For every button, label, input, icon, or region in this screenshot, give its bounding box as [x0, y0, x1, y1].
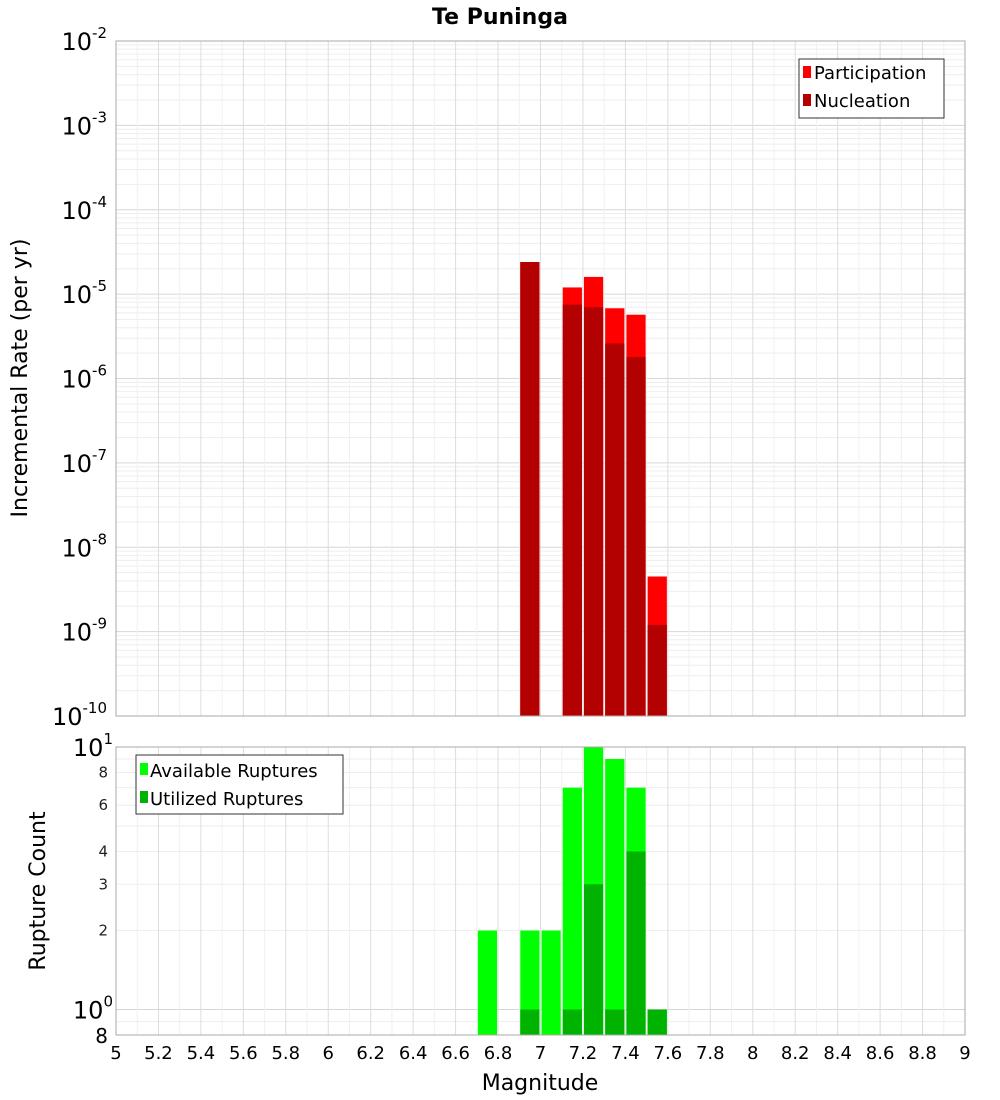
count-y-axis-label: Rupture Count — [26, 811, 51, 971]
rate-y-axis-label: Incremental Rate (per yr) — [8, 239, 33, 518]
legend-available-swatch — [140, 763, 148, 775]
x-tick-label: 7 — [535, 1043, 546, 1064]
rate-y-tick-label: 10-4 — [61, 193, 107, 225]
utilized-ruptures-bar — [605, 1009, 625, 1035]
rate-legend: Participation Nucleation — [798, 58, 945, 119]
count-legend: Available Ruptures Utilized Ruptures — [135, 754, 344, 815]
count-y-tick-label-minor: 6 — [98, 796, 108, 814]
utilized-ruptures-bar — [562, 1009, 582, 1035]
chart-title: Te Puninga — [432, 5, 568, 30]
rate-y-tick-label: 10-3 — [61, 108, 107, 140]
x-tick-label: 6 — [323, 1043, 334, 1064]
x-tick-label: 8 — [747, 1043, 758, 1064]
count-bars — [477, 747, 667, 1035]
legend-utilized-swatch — [140, 791, 148, 803]
legend-available-label: Available Ruptures — [150, 761, 318, 782]
available-ruptures-bar — [605, 759, 625, 1035]
count-y-tick-label-major: 100 — [73, 993, 113, 1025]
x-tick-label: 7.2 — [569, 1043, 598, 1064]
count-y-tick-label-minor: 8 — [98, 763, 108, 781]
nucleation-bar — [605, 343, 625, 716]
available-ruptures-bar — [541, 930, 561, 1035]
x-tick-label: 5.4 — [187, 1043, 216, 1064]
rate-y-tick-label: 10-6 — [61, 362, 107, 394]
x-tick-label: 9 — [959, 1043, 970, 1064]
x-tick-label: 5 — [110, 1043, 121, 1064]
count-plot-border — [115, 746, 966, 1036]
x-tick-label: 6.8 — [484, 1043, 513, 1064]
rate-plot-border — [115, 40, 966, 717]
rate-grid — [115, 40, 966, 717]
rate-y-tick-label: 10-2 — [61, 24, 107, 56]
count-grid — [115, 746, 966, 1036]
nucleation-bar — [626, 356, 646, 716]
nucleation-bar — [520, 262, 540, 716]
x-axis-label: Magnitude — [482, 1071, 599, 1096]
rate-panel: 10-10 10-9 10-8 10-7 10-6 10-5 10-4 10-3 10-2 In… — [8, 24, 966, 731]
count-y-tick-label-minor: 3 — [98, 875, 108, 893]
rate-bars — [520, 262, 667, 716]
utilized-ruptures-bar — [626, 851, 646, 1035]
legend-participation-label: Participation — [814, 63, 926, 84]
rate-legend-box — [798, 58, 945, 119]
nucleation-bar — [647, 624, 667, 716]
x-tick-label: 6.2 — [356, 1043, 385, 1064]
x-tick-label: 7.4 — [611, 1043, 640, 1064]
legend-nucleation-swatch — [803, 94, 811, 106]
nucleation-bar — [562, 304, 582, 716]
x-tick-label: 8.4 — [823, 1043, 852, 1064]
utilized-ruptures-bar — [520, 1009, 540, 1035]
x-tick-label: 8.8 — [908, 1043, 937, 1064]
count-y-tick-label-minor: 8 — [95, 1024, 108, 1048]
rate-y-ticks: 10-10 10-9 10-8 10-7 10-6 10-5 10-4 10-3 10-2 — [52, 24, 107, 731]
x-tick-label: 5.6 — [229, 1043, 258, 1064]
x-tick-label: 5.2 — [144, 1043, 173, 1064]
legend-nucleation-label: Nucleation — [814, 91, 910, 112]
rate-y-tick-label: 10-7 — [61, 446, 107, 478]
utilized-ruptures-bar — [583, 884, 604, 1035]
x-tick-label: 8.6 — [866, 1043, 895, 1064]
x-tick-label: 6.6 — [441, 1043, 470, 1064]
count-y-tick-label-minor: 2 — [98, 922, 108, 940]
rate-y-tick-label: 10-9 — [61, 615, 107, 647]
rate-y-tick-label: 10-8 — [61, 530, 107, 562]
x-tick-label: 7.8 — [696, 1043, 725, 1064]
legend-utilized-label: Utilized Ruptures — [150, 789, 303, 810]
nucleation-bar — [583, 307, 604, 716]
legend-participation-swatch — [803, 66, 811, 78]
count-legend-box — [135, 754, 344, 815]
available-ruptures-bar — [477, 930, 498, 1035]
available-ruptures-bar — [520, 930, 540, 1035]
count-y-tick-label-minor: 4 — [98, 842, 108, 860]
utilized-ruptures-bar — [647, 1009, 667, 1035]
available-ruptures-bar — [562, 787, 582, 1035]
rate-y-tick-label: 10-10 — [52, 699, 107, 731]
rate-y-tick-label: 10-5 — [61, 277, 107, 309]
x-tick-labels: 5 5.2 5.4 5.6 5.8 6 6.2 6.4 6.6 6.8 7 7.2 7.4 7.6 7.8 8… — [110, 1043, 970, 1064]
x-tick-label: 7.6 — [654, 1043, 683, 1064]
x-tick-label: 6.4 — [399, 1043, 428, 1064]
count-y-tick-label-major: 101 — [73, 730, 113, 762]
x-tick-label: 5.8 — [271, 1043, 300, 1064]
x-tick-label: 8.2 — [781, 1043, 810, 1064]
